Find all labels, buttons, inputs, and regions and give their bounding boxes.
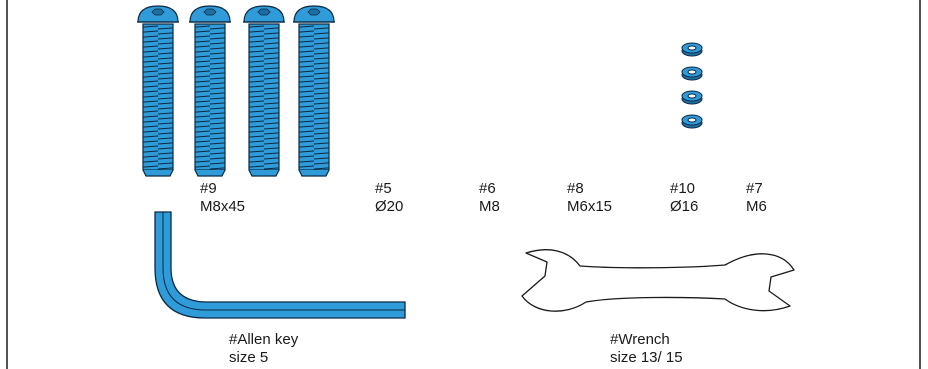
bolts-group [137,5,335,177]
part-id: #5 [375,180,392,197]
part-label: #6 M8 [479,180,500,216]
flat-washer-icon [681,42,703,57]
tool-size: size 5 [229,349,269,366]
part-id: #10 [670,180,696,197]
open-end-wrench-icon [521,249,795,312]
part-label: #10 Ø16 [670,180,698,216]
allen-key-icon [154,211,406,319]
part-size: M8 [479,198,500,215]
washers-group [681,42,703,129]
tool-id: #Wrench [610,331,670,348]
tool-label: #Wrench size 13/ 15 [610,331,683,367]
button-head-hex-bolt-icon [243,5,285,177]
tool-id: #Allen key [229,331,299,348]
button-head-hex-bolt-icon [137,5,179,177]
part-id: #9 [200,180,217,197]
part-label: #5 Ø20 [375,180,403,216]
part-size: M8x45 [200,198,246,215]
flat-washer-icon [681,66,703,81]
part-label: #9 M8x45 [200,180,245,216]
flat-washer-icon [681,90,703,105]
button-head-hex-bolt-icon [189,5,231,177]
part-size: Ø20 [375,198,404,215]
part-size: Ø16 [670,198,699,215]
part-label: #8 M6x15 [567,180,612,216]
flat-washer-icon [681,114,703,129]
part-id: #6 [479,180,496,197]
button-head-hex-bolt-icon [293,5,335,177]
tool-size: size 13/ 15 [610,349,683,366]
tool-label: #Allen key size 5 [229,331,298,367]
part-id: #7 [746,180,763,197]
part-size: M6x15 [567,198,613,215]
frame-border [6,0,921,369]
part-label: #7 M6 [746,180,767,216]
part-size: M6 [746,198,767,215]
part-id: #8 [567,180,584,197]
